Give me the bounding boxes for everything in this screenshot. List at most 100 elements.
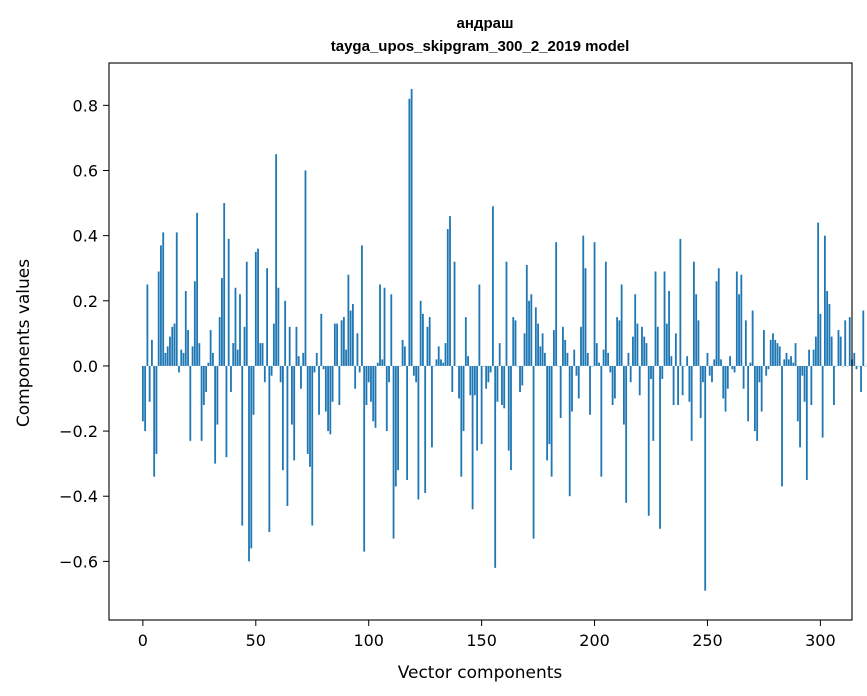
bar: [562, 326, 564, 366]
bar: [422, 313, 424, 366]
bar: [679, 238, 682, 366]
bar: [690, 365, 693, 441]
bar: [473, 365, 476, 396]
bar: [837, 330, 840, 366]
bar: [643, 336, 646, 366]
bar: [236, 349, 239, 366]
bar: [293, 365, 296, 461]
bars-group: [141, 89, 867, 591]
bar: [376, 362, 379, 366]
bar: [729, 356, 731, 366]
bar: [478, 284, 481, 366]
bar: [207, 362, 210, 366]
bar: [146, 284, 149, 366]
bar: [839, 336, 842, 366]
bar: [604, 261, 607, 366]
y-tick-label: 0.6: [73, 161, 98, 180]
bar: [600, 365, 603, 477]
bar: [153, 365, 156, 477]
bar: [372, 365, 375, 422]
bar: [487, 365, 490, 383]
bar: [297, 356, 300, 366]
bar: [801, 365, 804, 376]
bar: [627, 352, 630, 366]
bar: [489, 365, 492, 373]
bar: [740, 274, 743, 366]
bar: [381, 359, 384, 366]
bar: [175, 232, 178, 366]
bar: [281, 365, 284, 471]
bar: [453, 261, 456, 366]
bar: [812, 349, 815, 366]
x-tick-label: 0: [138, 631, 148, 650]
bar: [853, 352, 856, 366]
bar: [169, 336, 171, 366]
bar: [408, 98, 411, 366]
bar: [223, 203, 226, 366]
bar: [826, 291, 829, 366]
bar: [151, 339, 153, 366]
bar: [218, 317, 221, 366]
bar: [512, 317, 515, 366]
bar: [543, 352, 546, 366]
bar: [742, 365, 745, 389]
bar: [239, 294, 241, 366]
bar: [333, 323, 336, 366]
bar: [803, 365, 806, 402]
bar: [602, 349, 605, 366]
bar: [390, 294, 393, 366]
bar: [720, 359, 722, 366]
bar: [221, 277, 223, 366]
bar: [211, 352, 214, 366]
bar: [783, 359, 786, 366]
bar: [641, 326, 643, 366]
bar: [440, 359, 442, 366]
bar: [347, 274, 350, 366]
bar: [609, 365, 612, 373]
bar: [704, 365, 707, 591]
bar: [245, 261, 248, 366]
bar: [187, 330, 189, 366]
bar: [406, 365, 409, 480]
bar: [514, 320, 517, 366]
bar: [507, 365, 510, 451]
bar: [180, 349, 183, 366]
bar: [178, 365, 180, 373]
bar: [173, 323, 176, 366]
bar: [259, 343, 262, 366]
bar: [385, 365, 388, 432]
bar: [790, 356, 792, 366]
bar: [410, 89, 413, 366]
bar: [767, 365, 770, 370]
bar: [824, 235, 826, 366]
bar: [699, 365, 702, 419]
bar: [157, 271, 160, 366]
chart-subtitle: tayga_upos_skipgram_300_2_2019 model: [331, 38, 630, 55]
bar: [191, 346, 194, 366]
bar: [665, 323, 668, 366]
bar: [451, 365, 454, 392]
bar: [392, 365, 395, 539]
bar: [772, 333, 774, 366]
bar: [160, 245, 162, 366]
bar: [661, 365, 664, 379]
bar: [645, 343, 648, 366]
bar: [607, 352, 609, 366]
bar: [706, 352, 709, 366]
bar: [550, 365, 553, 477]
bar: [419, 300, 422, 366]
bar: [763, 330, 765, 366]
bar: [751, 310, 754, 366]
bar: [426, 326, 429, 366]
bar: [650, 365, 652, 379]
bar: [494, 365, 497, 568]
y-tick-label: −0.6: [59, 552, 98, 571]
bar: [656, 326, 659, 366]
bar: [324, 365, 327, 412]
bar: [428, 317, 431, 366]
bar: [196, 212, 198, 366]
bar: [521, 365, 524, 386]
bar: [713, 359, 716, 366]
x-tick-label: 150: [466, 631, 497, 650]
